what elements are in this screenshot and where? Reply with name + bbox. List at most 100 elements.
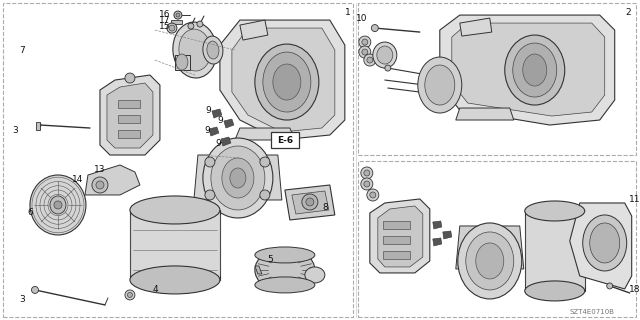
Text: 18: 18: [629, 285, 640, 294]
Text: 6: 6: [27, 208, 33, 218]
Ellipse shape: [207, 41, 219, 59]
Text: 16: 16: [159, 10, 171, 19]
Polygon shape: [212, 109, 222, 118]
Polygon shape: [383, 251, 410, 259]
Polygon shape: [107, 83, 153, 148]
Circle shape: [361, 167, 373, 179]
Text: 3: 3: [19, 295, 25, 304]
Circle shape: [176, 13, 180, 17]
Ellipse shape: [255, 247, 315, 263]
Bar: [358, 161, 636, 317]
Polygon shape: [307, 268, 315, 280]
Text: 9: 9: [204, 125, 210, 134]
Circle shape: [607, 283, 612, 289]
Text: 5: 5: [267, 255, 273, 264]
Ellipse shape: [30, 175, 86, 235]
Polygon shape: [433, 238, 442, 246]
Text: E-6: E-6: [277, 135, 293, 145]
Ellipse shape: [255, 44, 319, 120]
Ellipse shape: [373, 42, 397, 68]
Ellipse shape: [583, 215, 627, 271]
Circle shape: [260, 190, 270, 200]
Circle shape: [306, 198, 314, 206]
Circle shape: [370, 192, 376, 198]
Ellipse shape: [130, 266, 220, 294]
Polygon shape: [456, 108, 514, 120]
Text: 11: 11: [629, 196, 640, 204]
Ellipse shape: [211, 146, 265, 210]
Ellipse shape: [525, 201, 585, 221]
Ellipse shape: [255, 248, 315, 292]
Circle shape: [367, 189, 379, 201]
Polygon shape: [570, 203, 632, 289]
Circle shape: [359, 36, 371, 48]
Ellipse shape: [130, 196, 220, 224]
Text: 10: 10: [356, 13, 367, 23]
Polygon shape: [378, 206, 423, 267]
Polygon shape: [383, 221, 410, 229]
Polygon shape: [452, 23, 605, 116]
Polygon shape: [220, 20, 345, 140]
Ellipse shape: [50, 196, 66, 214]
Polygon shape: [255, 266, 262, 274]
Text: 1: 1: [345, 8, 351, 17]
Polygon shape: [433, 221, 442, 229]
Ellipse shape: [505, 35, 564, 105]
Polygon shape: [456, 226, 524, 269]
Ellipse shape: [222, 158, 254, 198]
Circle shape: [125, 290, 135, 300]
Circle shape: [174, 11, 182, 19]
Polygon shape: [221, 137, 231, 146]
Polygon shape: [235, 128, 295, 140]
Ellipse shape: [525, 281, 585, 301]
Circle shape: [169, 25, 175, 31]
Text: 9: 9: [215, 139, 221, 148]
Circle shape: [92, 177, 108, 193]
Text: 4: 4: [152, 285, 157, 294]
Ellipse shape: [425, 65, 455, 105]
Polygon shape: [383, 236, 410, 244]
Circle shape: [302, 194, 318, 210]
Ellipse shape: [458, 223, 522, 299]
Ellipse shape: [476, 243, 504, 279]
Ellipse shape: [203, 138, 273, 218]
Polygon shape: [460, 18, 492, 36]
Polygon shape: [370, 199, 430, 273]
Circle shape: [359, 46, 371, 58]
Ellipse shape: [305, 267, 325, 283]
Ellipse shape: [176, 54, 188, 70]
Ellipse shape: [179, 29, 211, 71]
Circle shape: [364, 54, 376, 66]
Polygon shape: [209, 127, 219, 136]
Circle shape: [188, 23, 194, 29]
Circle shape: [127, 292, 132, 297]
Text: 9: 9: [205, 106, 211, 115]
Circle shape: [371, 25, 378, 32]
Text: 17: 17: [159, 16, 171, 25]
Polygon shape: [240, 20, 268, 40]
Text: 3: 3: [12, 125, 18, 134]
Circle shape: [367, 57, 373, 63]
Text: 9: 9: [217, 116, 223, 124]
Ellipse shape: [255, 277, 315, 293]
Circle shape: [260, 157, 270, 167]
Circle shape: [125, 73, 135, 83]
Circle shape: [205, 190, 215, 200]
Circle shape: [362, 49, 368, 55]
Polygon shape: [292, 191, 329, 214]
Circle shape: [167, 23, 177, 33]
Polygon shape: [525, 211, 585, 291]
Circle shape: [197, 21, 203, 27]
Polygon shape: [130, 210, 220, 280]
Polygon shape: [118, 100, 140, 108]
Ellipse shape: [173, 22, 217, 78]
Text: 14: 14: [72, 175, 84, 185]
Ellipse shape: [513, 43, 557, 97]
Circle shape: [361, 178, 373, 190]
Circle shape: [31, 286, 38, 293]
Polygon shape: [443, 231, 452, 239]
Bar: [3, 3, 353, 317]
Circle shape: [54, 201, 62, 209]
Bar: [358, 3, 636, 155]
Circle shape: [364, 170, 370, 176]
